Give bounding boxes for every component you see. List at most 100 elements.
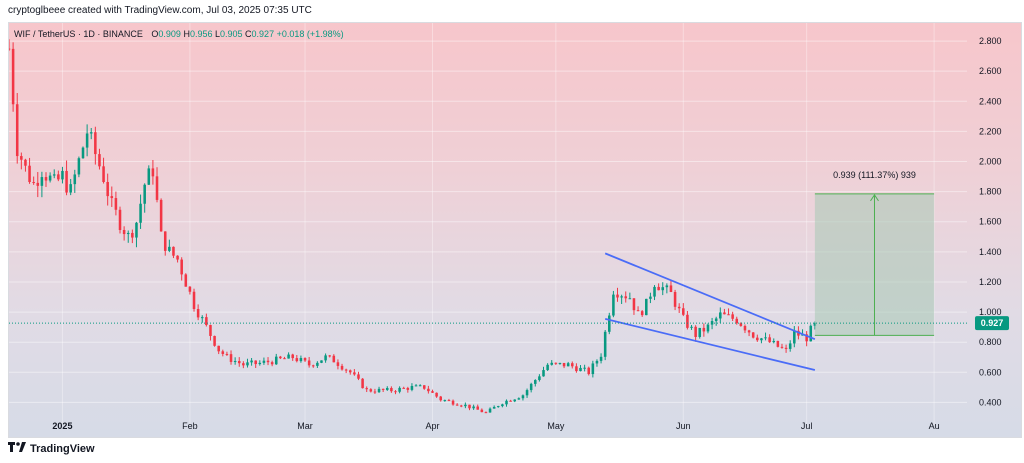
open-label: O — [151, 29, 159, 39]
candle-body — [159, 199, 163, 232]
candle-body — [316, 362, 319, 366]
candle-body — [213, 335, 216, 346]
candle-body — [784, 347, 788, 349]
candle-body — [497, 406, 500, 408]
x-tick-label: Au — [929, 421, 940, 431]
candle-body — [52, 174, 56, 176]
candle-body — [612, 294, 615, 316]
candle-body — [118, 209, 122, 230]
candle-body — [525, 390, 529, 396]
candle-body — [237, 361, 241, 364]
candle-body — [266, 360, 270, 363]
candle-body — [566, 363, 570, 367]
candle-body — [669, 285, 673, 292]
measurement-label: 0.939 (111.37%) 939 — [833, 170, 916, 180]
candle-body — [731, 314, 734, 319]
candle-body — [414, 385, 418, 387]
candle-body — [550, 362, 554, 365]
candle-body — [69, 184, 72, 193]
candle-body — [279, 356, 282, 359]
candle-body — [756, 337, 759, 341]
low-value: 0.905 — [220, 29, 243, 39]
candle-body — [147, 168, 151, 185]
tradingview-footer[interactable]: TradingView — [8, 442, 95, 455]
candle-body — [283, 358, 286, 360]
candle-body — [677, 306, 681, 309]
candle-body — [534, 380, 537, 384]
candle-body — [365, 388, 368, 390]
candle-body — [110, 196, 114, 199]
high-label: H — [183, 29, 190, 39]
candle-body — [447, 400, 451, 402]
candle-body — [291, 354, 294, 359]
trendline-upper — [604, 252, 816, 341]
candle-body — [9, 48, 11, 50]
candle-body — [344, 369, 348, 371]
y-tick-label: 2.600 — [979, 66, 1002, 76]
candle-body — [225, 353, 229, 355]
candle-body — [723, 312, 726, 315]
candle-body — [768, 337, 771, 343]
candle-body — [196, 309, 200, 318]
candle-body — [131, 232, 134, 238]
candle-body — [431, 391, 434, 393]
candle-body — [640, 311, 644, 316]
candle-body — [620, 296, 623, 298]
candle-body — [505, 400, 508, 405]
candle-body — [562, 362, 566, 367]
candle-body — [361, 378, 364, 389]
y-tick-label: 2.000 — [979, 157, 1002, 167]
y-tick-label: 1.800 — [979, 187, 1002, 197]
candle-body — [484, 412, 488, 414]
candle-body — [538, 376, 541, 381]
candle-body — [307, 360, 311, 366]
candle-body — [98, 154, 101, 167]
candle-body — [20, 156, 23, 160]
candle-body — [657, 286, 660, 291]
candle-body — [793, 330, 796, 344]
x-tick-label: Apr — [425, 421, 439, 431]
candle-body — [385, 387, 389, 390]
symbol-label[interactable]: WIF / TetherUS · 1D · BINANCE — [14, 29, 143, 39]
candle-body — [48, 175, 52, 181]
candle-body — [628, 298, 632, 300]
candle-body — [184, 274, 188, 287]
candle-body — [587, 367, 591, 375]
candle-body — [168, 246, 171, 251]
candle-body — [443, 400, 447, 402]
candle-body — [513, 399, 516, 402]
y-tick-label: 0.600 — [979, 367, 1002, 377]
candle-body — [398, 387, 401, 392]
candle-body — [40, 177, 44, 186]
candle-body — [139, 203, 142, 223]
candle-body — [427, 388, 430, 392]
candle-body — [673, 291, 677, 307]
candle-body — [262, 360, 266, 363]
candle-body — [554, 362, 558, 364]
chart-area[interactable]: 2.800 2.600 2.400 2.200 2.000 1.800 1.600 1.400… — [8, 22, 1022, 438]
x-tick-label: Jun — [676, 421, 691, 431]
candle-body — [57, 174, 60, 180]
candle-body — [61, 170, 64, 180]
trendline-lower — [604, 317, 816, 371]
candle-body — [460, 405, 463, 407]
candle-body — [501, 404, 504, 407]
x-tick-label: 2025 — [52, 421, 72, 431]
candle-body — [369, 389, 373, 392]
candle-body — [126, 232, 130, 235]
candle-body — [311, 365, 315, 367]
candle-body — [320, 360, 323, 363]
open-value: 0.909 — [158, 29, 181, 39]
candle-body — [521, 395, 525, 399]
candle-body — [258, 362, 262, 365]
candle-body — [143, 184, 146, 204]
candle-body — [751, 332, 755, 338]
candle-body — [353, 372, 356, 375]
candle-body — [710, 321, 714, 325]
candle-body — [270, 362, 274, 365]
candle-body — [764, 337, 767, 339]
price-chart[interactable]: 2.800 2.600 2.400 2.200 2.000 1.800 1.600 1.400… — [9, 23, 1021, 437]
candle-body — [591, 363, 595, 375]
candle-body — [188, 286, 192, 292]
candle-body — [661, 287, 665, 291]
